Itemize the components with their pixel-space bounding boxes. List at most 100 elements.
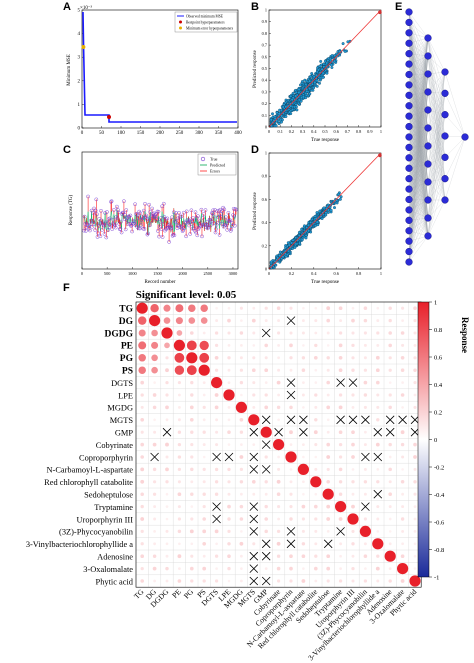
panel-c-true-point <box>104 235 109 240</box>
panel-c-true-point <box>169 226 173 231</box>
network-node <box>405 81 413 89</box>
correlation-cell <box>189 405 194 410</box>
panel-c-chart: 0 500 1000 1500 2000 2500 3000 Record number R… <box>69 151 239 285</box>
correlation-cell <box>314 319 318 323</box>
nonsignificant-mark <box>398 415 407 425</box>
panel-c-true-point <box>181 210 186 215</box>
correlation-cell <box>400 579 405 583</box>
network-edge <box>427 114 446 165</box>
correlation-cell <box>188 317 196 324</box>
network-edge <box>408 189 429 237</box>
panel-b-point <box>333 54 337 58</box>
panel-c-true-point <box>233 207 238 211</box>
correlation-cell <box>413 343 417 347</box>
diagonal-cell <box>273 439 285 451</box>
nonsignificant-mark <box>162 427 172 437</box>
correlation-cell <box>239 430 244 434</box>
correlation-cell <box>314 405 318 409</box>
matrix-row-label: PE <box>121 342 133 352</box>
panel-c-legend-predicted: Predicted <box>210 163 225 168</box>
correlation-cell <box>227 331 231 335</box>
network-edge <box>427 145 446 201</box>
matrix-row-label: Sedoheptulose <box>84 491 133 500</box>
correlation-cell <box>215 430 219 434</box>
correlation-cell <box>165 380 169 385</box>
correlation-cell <box>276 541 281 546</box>
nonsignificant-mark <box>299 427 308 437</box>
correlation-cell <box>301 368 306 372</box>
panel-b-point <box>308 92 312 96</box>
correlation-cell <box>289 343 293 348</box>
diagonal-cell <box>136 302 148 314</box>
panel-c-true-point <box>112 208 116 212</box>
correlation-cell <box>277 579 281 583</box>
panel-b-point-outlier <box>378 10 382 15</box>
correlation-cell <box>264 393 268 397</box>
network-node <box>441 132 449 140</box>
panel-a-xtick-label: 200 <box>156 131 164 136</box>
panel-e-letter: E <box>395 1 403 13</box>
correlation-cell <box>388 318 392 323</box>
correlation-cell <box>214 331 219 335</box>
panel-c-true-point <box>109 199 114 204</box>
diagonal-cell <box>397 563 409 575</box>
panel-c-true-point <box>128 213 133 218</box>
correlation-cell <box>289 405 293 410</box>
panel-b-ytick-label: 0.3 <box>262 89 267 94</box>
panel-a-ylabel: Minimum MSE <box>67 54 72 86</box>
network-node <box>405 18 413 27</box>
correlation-cell <box>214 343 219 348</box>
panel-c-true-point <box>123 213 127 217</box>
correlation-cell <box>413 505 417 508</box>
correlation-cell <box>314 418 318 422</box>
panel-c-true-point <box>190 226 195 231</box>
panel-b-point <box>308 87 312 91</box>
panel-c-true-point <box>200 222 205 227</box>
network-edge <box>408 64 429 201</box>
panel-c-true-point <box>111 217 116 222</box>
nonsignificant-mark <box>261 551 271 561</box>
correlation-cell <box>301 529 305 533</box>
correlation-cell <box>301 579 306 583</box>
correlation-cell <box>202 505 206 509</box>
network-edge <box>408 55 429 96</box>
network-node <box>441 153 449 161</box>
panel-a-ytick-label: 1 <box>78 103 81 108</box>
correlation-cell <box>326 504 331 509</box>
correlation-cell <box>338 442 343 447</box>
panel-c-true-point <box>208 223 213 227</box>
panel-d-point <box>322 206 326 210</box>
network-edge <box>427 114 446 147</box>
network-edge <box>427 135 446 183</box>
correlation-cell <box>276 306 281 310</box>
correlation-cell <box>376 554 380 558</box>
panel-c-true-point <box>226 210 231 215</box>
correlation-cell <box>338 306 343 311</box>
network-edge <box>427 114 446 201</box>
panel-c-true-point <box>167 240 171 244</box>
correlation-cell <box>314 542 318 546</box>
correlation-cell <box>174 352 185 363</box>
nonsignificant-mark <box>373 489 383 499</box>
panel-d-ytick-label: 0.4 <box>262 220 268 225</box>
panel-b-xtick-label: 0 <box>268 129 270 134</box>
panel-c-true-point <box>217 208 221 213</box>
correlation-cell <box>276 492 281 496</box>
panel-a-legend-best: Bestpoint hyperparameters <box>186 21 225 25</box>
correlation-cell <box>351 393 355 397</box>
correlation-cell <box>165 356 169 360</box>
network-edge <box>408 235 429 263</box>
correlation-cell <box>376 517 380 521</box>
correlation-cell <box>363 480 368 484</box>
correlation-cell <box>289 566 293 571</box>
correlation-cell <box>227 480 231 484</box>
correlation-cell <box>177 430 182 434</box>
nonsignificant-mark <box>261 328 271 338</box>
network-edge <box>427 71 446 129</box>
correlation-cell <box>289 331 293 335</box>
correlation-cell <box>239 455 244 459</box>
panel-a-legend-observed: Observed minimum MSE <box>186 15 224 19</box>
network-edge <box>444 114 466 138</box>
network-node <box>405 227 413 235</box>
